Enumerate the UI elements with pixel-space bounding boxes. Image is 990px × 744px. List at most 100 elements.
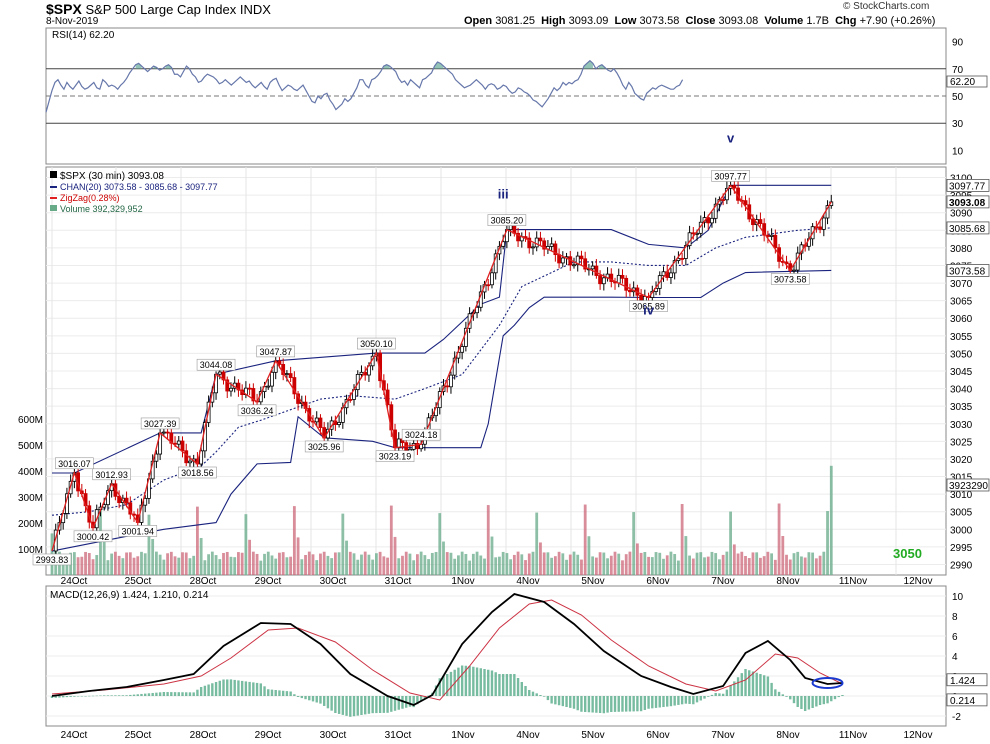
price-legend: $SPX (30 min) 3093.08 CHAN(20) 3073.58 -…	[50, 171, 218, 214]
volume-bar	[747, 558, 751, 575]
price-bar-body	[680, 257, 685, 260]
macd-hist-bar	[736, 677, 740, 696]
right-price-label-box	[946, 264, 990, 277]
volume-bar	[744, 555, 747, 575]
macd-hist-bar	[278, 690, 281, 696]
zigzag-line	[51, 184, 832, 552]
volume-bar	[229, 556, 233, 575]
macd-hist-bar	[382, 696, 386, 713]
price-bar-body	[590, 265, 595, 270]
volume-bar	[445, 552, 449, 575]
price-panel: 2993.83 3016.07 3000.42 3012.93 3001.94 3027.…	[18, 130, 990, 726]
macd-hist-bar	[744, 669, 747, 696]
volume-bar	[770, 553, 774, 575]
volume-bar	[565, 559, 568, 575]
zigzag-label: 3027.39	[140, 417, 180, 430]
high-value: 3093.09	[568, 15, 609, 27]
volume-bar	[237, 552, 240, 575]
rsi-overbought-fill	[583, 60, 593, 69]
macd-hist-bar	[308, 696, 311, 701]
macd-hist-bar	[326, 696, 330, 709]
volume-bar	[725, 551, 729, 575]
volume-bar	[621, 560, 624, 575]
volume-bar	[278, 552, 281, 575]
volume-bar	[468, 560, 471, 575]
price-bar-body	[751, 218, 755, 226]
volume-bar	[393, 536, 397, 575]
macd-hist-bar	[598, 696, 602, 713]
volume-bar	[788, 559, 792, 575]
macd-hist-bar	[666, 696, 669, 707]
zigzag-label: 3047.87	[256, 345, 296, 358]
volume-bar	[520, 554, 524, 575]
zigzag-labels: 2993.83 3016.07 3000.42 3012.93 3001.94 3027.…	[32, 170, 810, 566]
volume-tick-label: 600M	[18, 415, 43, 426]
price-tick-label: 3010	[950, 490, 973, 501]
zigzag-label-text: 3025.96	[308, 442, 341, 452]
volume-bar	[382, 556, 386, 575]
macd-time-tick-label: 25Oct	[125, 730, 152, 741]
right-price-label-text: 3073.58	[949, 266, 986, 277]
price-bar-body	[124, 497, 129, 504]
macd-time-tick-label: 24Oct	[61, 730, 88, 741]
volume-bar	[345, 540, 348, 575]
volume-bar	[606, 558, 609, 575]
rsi-legend: RSI(14) 62.20	[52, 30, 115, 41]
macd-hist-bar	[334, 696, 337, 713]
volume-bar	[680, 504, 684, 575]
volume-bar	[304, 554, 307, 575]
price-bar-body	[609, 273, 614, 282]
time-tick-label: 6Nov	[646, 576, 669, 587]
macd-hist-bar	[76, 696, 80, 697]
volume-bar	[378, 551, 382, 575]
price-bar-body	[743, 200, 748, 206]
macd-hist-bar	[684, 696, 688, 704]
price-tick-label: 3050	[950, 349, 973, 360]
right-price-label-box	[946, 195, 990, 209]
price-bar-body	[773, 234, 778, 249]
volume-bar	[785, 554, 788, 575]
zigzag-label-box	[401, 428, 441, 441]
volume-bar	[811, 552, 815, 575]
macd-time-tick-label: 31Oct	[385, 730, 412, 741]
volume-bar	[512, 554, 516, 575]
price-bar-body	[184, 450, 189, 464]
volume-bar	[244, 514, 248, 575]
zigzag-label: 3065.89	[629, 300, 668, 312]
volume-bar	[80, 556, 84, 575]
volume-bar	[240, 552, 244, 575]
ohlc-readout: Open 3081.25 High 3093.09 Low 3073.58 Cl…	[464, 15, 935, 27]
macd-hist-bar	[789, 696, 792, 700]
macd-hist-bar	[766, 676, 770, 696]
macd-hist-bar	[777, 691, 781, 696]
macd-hist-bar	[296, 696, 300, 697]
zigzag-label-text: 3047.87	[259, 347, 292, 357]
macd-hist-bar	[267, 689, 270, 696]
volume-bars	[50, 465, 833, 575]
macd-hist-bar	[740, 673, 743, 696]
price-bar-body	[385, 389, 390, 406]
macd-time-tick-label: 11Nov	[839, 730, 867, 741]
volume-bar	[251, 551, 255, 575]
volume-bar	[173, 556, 177, 575]
volume-bar	[419, 551, 423, 575]
price-bar-body	[594, 265, 599, 276]
macd-time-tick-label: 12Nov	[904, 730, 933, 741]
zigzag-label-text: 3027.39	[144, 419, 177, 429]
volume-bar	[822, 551, 826, 575]
macd-hist-bar	[606, 696, 609, 713]
volume-bar	[818, 555, 822, 575]
zigzag-label: 3085.20	[487, 214, 527, 226]
right-price-label: 3085.68	[946, 221, 990, 235]
volume-bar	[222, 552, 225, 575]
price-bar-body	[572, 264, 576, 267]
annotation-3050: 3050	[893, 546, 922, 561]
macd-hist-bar	[707, 696, 710, 697]
price-bar-body	[792, 269, 796, 272]
price-bar-body	[314, 417, 319, 423]
volume-bar	[196, 506, 199, 575]
price-bar-body	[538, 237, 543, 242]
macd-hist-bar	[449, 671, 453, 696]
macd-hist-bar	[748, 670, 751, 696]
zigzag-label-text: 3024.18	[405, 430, 438, 440]
